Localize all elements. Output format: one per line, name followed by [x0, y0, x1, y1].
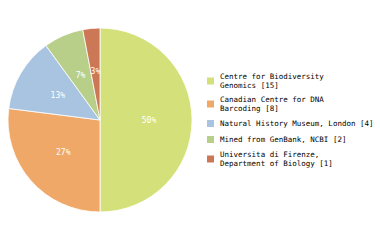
svg-text:27%: 27%: [56, 148, 71, 157]
svg-text:50%: 50%: [142, 116, 157, 125]
svg-text:Department of Biology [1]: Department of Biology [1]: [220, 159, 333, 168]
svg-text:Mined from GenBank, NCBI [2]: Mined from GenBank, NCBI [2]: [220, 135, 346, 144]
svg-text:7%: 7%: [76, 71, 86, 80]
svg-text:Canadian Centre for DNA: Canadian Centre for DNA: [220, 95, 324, 104]
svg-text:Genomics [15]: Genomics [15]: [220, 81, 279, 90]
svg-text:Natural History Museum, London: Natural History Museum, London [4]: [220, 119, 374, 128]
svg-text:Universita di Firenze,: Universita di Firenze,: [220, 150, 319, 159]
svg-text:Centre for Biodiversity: Centre for Biodiversity: [220, 72, 324, 81]
svg-text:13%: 13%: [51, 91, 66, 100]
svg-text:3%: 3%: [91, 67, 101, 76]
svg-text:Barcoding [8]: Barcoding [8]: [220, 104, 279, 113]
